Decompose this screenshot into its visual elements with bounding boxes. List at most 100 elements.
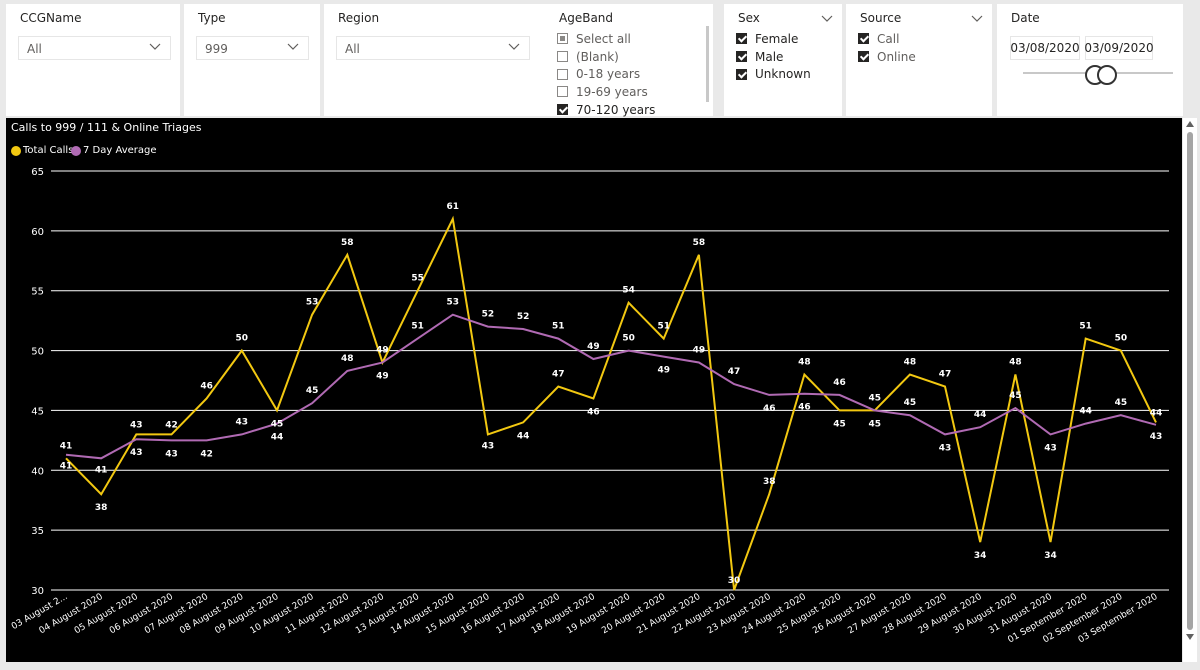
date-end-handle[interactable]	[1097, 65, 1117, 85]
ageband-item-label: 70-120 years	[576, 102, 656, 117]
legend-label: 7 Day Average	[83, 145, 157, 156]
sex-item-label: Male	[755, 49, 784, 64]
region-dropdown-value: All	[345, 42, 360, 56]
sex-item-unknown[interactable]: Unknown	[736, 65, 811, 83]
data-label: 44	[1079, 407, 1092, 417]
scroll-up-icon[interactable]	[1186, 121, 1194, 127]
data-label: 45	[306, 386, 319, 396]
region-slicer-title: Region	[338, 11, 380, 25]
chart-title: Calls to 999 / 111 & Online Triages	[11, 121, 202, 134]
sex-item-label: Unknown	[755, 67, 811, 82]
ageband-item-select-all[interactable]: Select all	[557, 30, 655, 48]
data-label: 45	[904, 398, 917, 408]
data-label: 43	[1044, 443, 1057, 453]
source-item-online[interactable]: Online	[858, 48, 916, 66]
data-label: 61	[447, 202, 460, 212]
legend-dot-icon	[71, 145, 81, 156]
data-label: 45	[833, 419, 846, 429]
data-label: 34	[1044, 551, 1057, 561]
sex-list: Female Male Unknown	[736, 30, 811, 83]
data-label: 48	[798, 358, 811, 368]
data-label: 58	[693, 238, 706, 248]
data-label: 41	[95, 465, 108, 475]
data-label: 44	[271, 433, 284, 443]
date-slicer-title: Date	[1011, 11, 1040, 25]
checkbox[interactable]	[557, 104, 568, 116]
ageband-item-19-69[interactable]: 19-69 years	[557, 83, 655, 101]
sex-item-male[interactable]: Male	[736, 48, 811, 66]
data-label: 49	[376, 372, 389, 382]
data-label: 49	[376, 346, 389, 356]
date-slicer: Date 03/08/2020 03/09/2020	[997, 4, 1183, 116]
checkbox[interactable]	[736, 68, 747, 80]
type-dropdown[interactable]: 999	[196, 36, 309, 60]
data-label: 51	[411, 322, 424, 332]
vertical-scrollbar[interactable]	[1183, 118, 1197, 662]
legend-item-7-day-average[interactable]: 7 Day Average	[71, 145, 157, 156]
y-tick-label: 60	[31, 227, 44, 238]
region-slicer: Region All	[324, 4, 546, 116]
checkbox[interactable]	[557, 33, 568, 45]
data-label: 49	[693, 346, 706, 356]
data-label: 46	[798, 403, 811, 413]
data-label: 53	[447, 298, 460, 308]
sex-item-label: Female	[755, 31, 799, 46]
data-label: 44	[517, 431, 530, 441]
data-label: 47	[939, 369, 952, 379]
data-label: 49	[657, 366, 670, 376]
sex-item-female[interactable]: Female	[736, 30, 811, 48]
data-label: 43	[130, 448, 143, 458]
data-label: 45	[868, 419, 881, 429]
data-label: 50	[1115, 334, 1128, 344]
data-label: 46	[763, 404, 776, 414]
checkbox[interactable]	[557, 51, 568, 63]
data-label: 51	[552, 322, 565, 332]
scroll-down-icon[interactable]	[1186, 634, 1194, 640]
checkbox[interactable]	[557, 86, 568, 98]
scrollbar-thumb[interactable]	[1187, 132, 1193, 630]
legend-label: Total Calls	[23, 145, 74, 156]
y-tick-label: 65	[31, 167, 44, 178]
data-label: 43	[130, 420, 143, 430]
ccg-dropdown-value: All	[27, 42, 42, 56]
data-label: 43	[939, 443, 952, 453]
checkbox[interactable]	[557, 68, 568, 80]
chevron-down-icon[interactable]	[820, 12, 834, 26]
data-label: 53	[306, 298, 319, 308]
chevron-down-icon[interactable]	[970, 12, 984, 26]
source-slicer: Source Call Online	[846, 4, 992, 116]
checkbox[interactable]	[736, 33, 747, 45]
region-dropdown[interactable]: All	[336, 36, 530, 60]
ageband-scrollbar[interactable]	[706, 26, 709, 102]
source-item-label: Call	[877, 31, 900, 46]
data-label: 43	[482, 441, 495, 451]
source-item-call[interactable]: Call	[858, 30, 916, 48]
ageband-item-label: (Blank)	[576, 49, 619, 64]
data-label: 43	[236, 417, 249, 427]
data-label: 41	[60, 462, 73, 472]
data-label: 46	[200, 381, 213, 391]
ageband-item-blank[interactable]: (Blank)	[557, 48, 655, 66]
ageband-item-70-120[interactable]: 70-120 years	[557, 101, 655, 119]
y-tick-label: 50	[31, 347, 44, 358]
data-label: 44	[974, 410, 987, 420]
data-label: 48	[341, 354, 354, 364]
source-item-label: Online	[877, 49, 916, 64]
checkbox[interactable]	[858, 33, 869, 45]
data-label: 45	[271, 419, 284, 429]
data-label: 38	[763, 477, 776, 487]
type-slicer-title: Type	[198, 11, 226, 25]
ageband-item-0-18[interactable]: 0-18 years	[557, 65, 655, 83]
date-end-input[interactable]: 03/09/2020	[1084, 36, 1154, 60]
date-start-input[interactable]: 03/08/2020	[1010, 36, 1080, 60]
y-tick-label: 30	[31, 586, 44, 597]
ageband-list: Select all (Blank) 0-18 years 19-69 year…	[557, 30, 655, 118]
data-label: 55	[411, 274, 424, 284]
y-tick-label: 35	[31, 526, 44, 537]
data-label: 51	[657, 322, 670, 332]
checkbox[interactable]	[736, 51, 747, 63]
ccg-dropdown[interactable]: All	[18, 36, 171, 60]
checkbox[interactable]	[858, 51, 869, 63]
legend-item-total-calls[interactable]: Total Calls	[11, 145, 73, 156]
